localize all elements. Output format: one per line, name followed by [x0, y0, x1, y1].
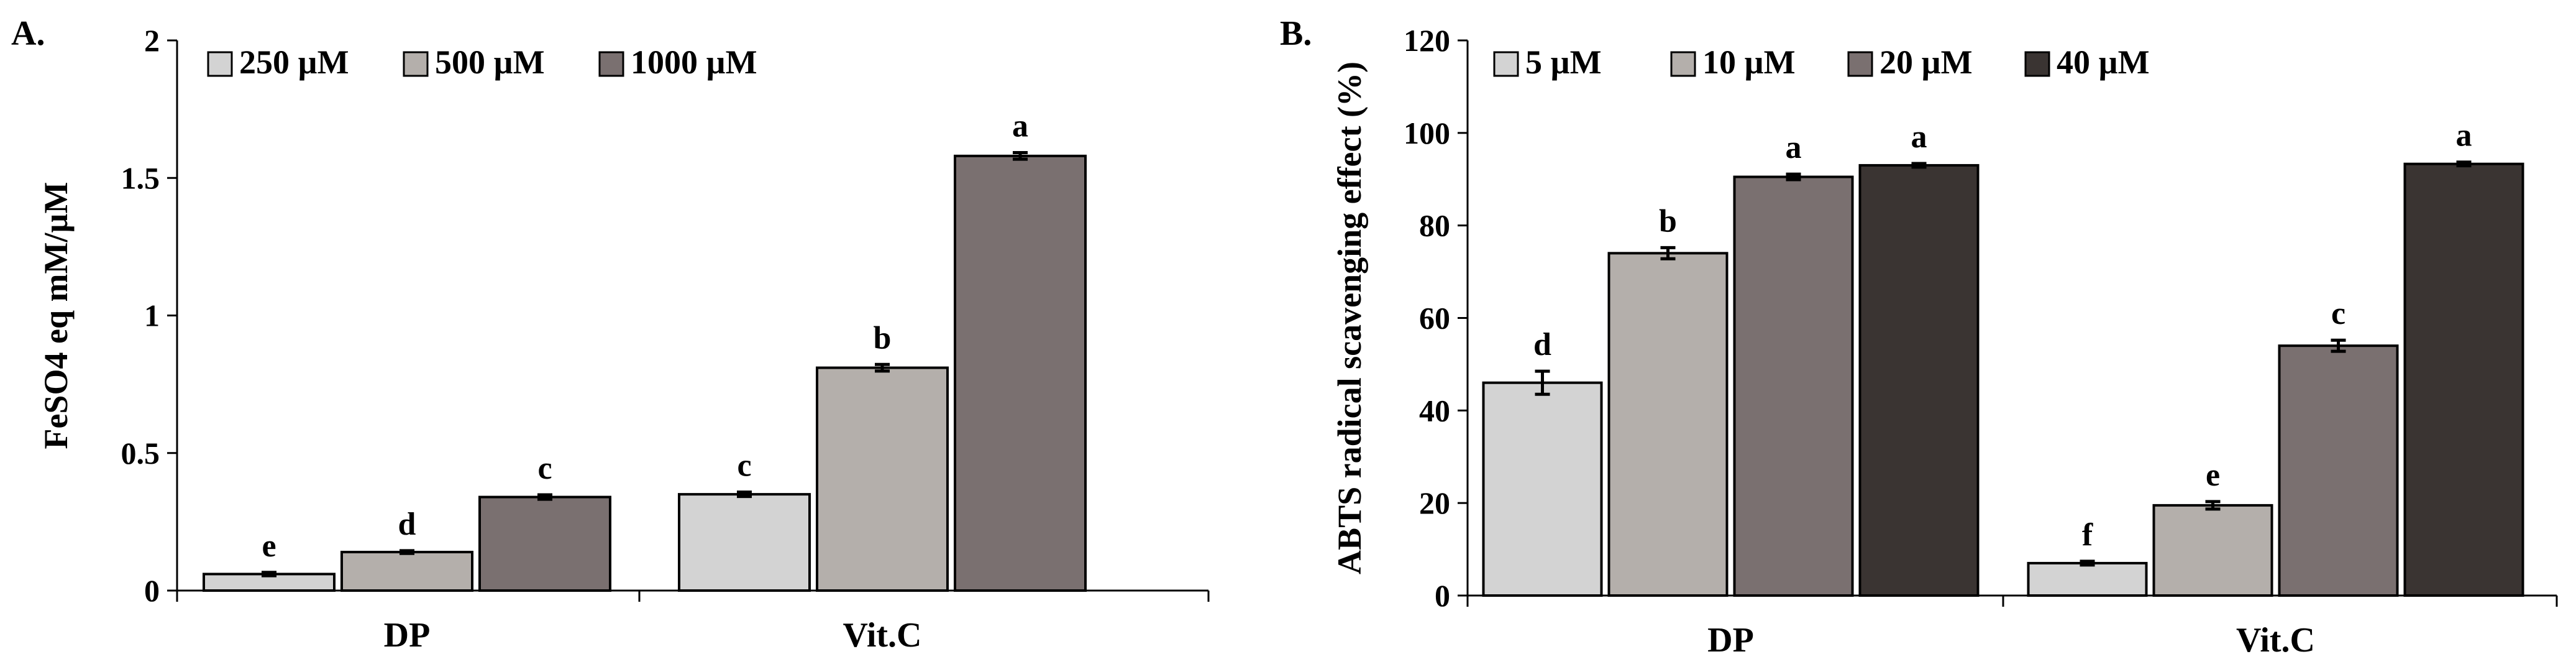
y-tick-label: 100 — [1404, 116, 1450, 150]
significance-letter: a — [1012, 109, 1028, 144]
legend-swatch — [2024, 51, 2050, 77]
bar-vitc-series-3 — [2403, 162, 2524, 597]
y-tick-label: 20 — [1419, 486, 1450, 520]
legend-swatch — [403, 51, 429, 77]
y-tick-label: 0.5 — [121, 436, 160, 471]
legend-swatch — [1670, 51, 1696, 77]
legend-swatch — [1847, 51, 1873, 77]
x-tick-label: Vit.C — [2236, 621, 2315, 660]
panel-label: A. — [11, 14, 45, 53]
significance-letter: c — [737, 448, 751, 484]
legend-label: 1000 µM — [631, 44, 757, 81]
y-tick-label: 80 — [1419, 208, 1450, 243]
bar-dp-series-2 — [1733, 175, 1854, 597]
y-tick-label: 0 — [1435, 578, 1450, 613]
bar-vitc-series-1 — [816, 366, 949, 592]
panel-label: B. — [1280, 14, 1312, 53]
legend-label: 5 µM — [1525, 44, 1602, 81]
significance-letter: c — [537, 451, 552, 486]
y-tick-label: 2 — [144, 23, 160, 58]
y-tick-label: 1 — [144, 298, 160, 333]
bar-dp-series-2 — [478, 495, 611, 592]
y-axis-label: FeSO4 eq mM/µM — [37, 182, 75, 449]
significance-letter: a — [1911, 119, 1927, 155]
legend-label: 40 µM — [2057, 44, 2150, 81]
y-tick-label: 0 — [144, 573, 160, 608]
significance-letter: b — [874, 320, 892, 356]
x-tick-label: DP — [1707, 621, 1754, 660]
y-tick-label: 60 — [1419, 301, 1450, 336]
bar-vitc-series-2 — [954, 154, 1087, 592]
legend-label: 500 µM — [435, 44, 545, 81]
significance-letter: e — [262, 528, 276, 564]
significance-letter: d — [1533, 327, 1551, 362]
significance-letter: a — [2456, 118, 2472, 154]
bar-dp-series-0 — [1482, 381, 1603, 597]
legend-swatch — [598, 51, 624, 77]
bar-vitc-series-0 — [678, 493, 811, 592]
y-tick-label: 1.5 — [121, 160, 160, 195]
chart-a: A. FeSO4 eq mM/µM 0 0.5 1 1.5 2 e d c DP c b a Vit.C 25… — [11, 14, 1210, 655]
legend-label: 10 µM — [1702, 44, 1796, 81]
x-tick-label: Vit.C — [843, 616, 921, 655]
y-tick-label: 120 — [1404, 23, 1450, 58]
bar-vitc-series-2 — [2278, 344, 2399, 597]
legend-label: 20 µM — [1879, 44, 1973, 81]
bar-vitc-series-1 — [2152, 504, 2273, 597]
bar-dp-series-1 — [1607, 252, 1729, 597]
significance-letter: e — [2206, 458, 2220, 493]
legend-swatch — [207, 51, 233, 77]
y-tick-label: 40 — [1419, 393, 1450, 428]
y-axis-label: ABTS radical scavenging effect (%) — [1331, 62, 1368, 574]
chart-b: B. ABTS radical scavenging effect (%) 0 20 4… — [1280, 14, 2558, 660]
bar-dp-series-1 — [340, 551, 473, 592]
legend-swatch — [1493, 51, 1519, 77]
bar-dp-series-3 — [1858, 163, 1980, 597]
bar-vitc-series-0 — [2027, 561, 2148, 597]
significance-letter: b — [1659, 203, 1677, 239]
significance-letter: d — [398, 507, 416, 542]
x-tick-label: DP — [384, 616, 431, 655]
significance-letter: c — [2331, 296, 2345, 331]
significance-letter: a — [1786, 130, 1802, 165]
significance-letter: f — [2082, 517, 2093, 553]
legend-label: 250 µM — [239, 44, 349, 81]
